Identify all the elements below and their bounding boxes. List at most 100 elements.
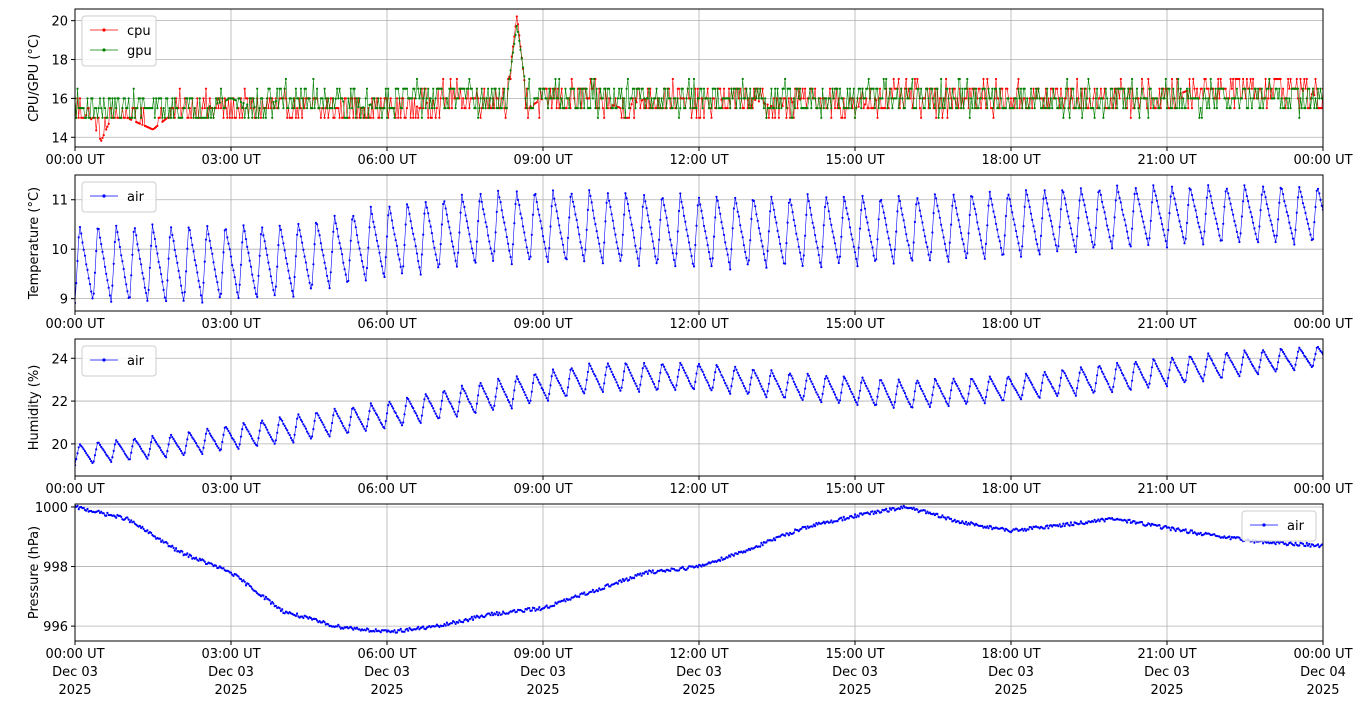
data-point [395,244,399,247]
data-point [338,625,341,628]
data-point [631,229,635,232]
data-point [152,97,155,100]
data-point [967,392,970,395]
x-axis: 00:00 UT 03:00 UT 06:00 UT 09:00 UT 12:00 UT… [45,147,1353,168]
data-point [790,374,793,377]
data-point [646,572,649,576]
data-point [268,268,271,271]
data-point [827,380,830,383]
data-point [358,418,361,421]
data-point [1175,366,1179,369]
data-point [123,452,126,455]
data-point [192,116,195,119]
data-point [156,124,159,127]
data-point [322,254,325,257]
data-point [186,438,189,441]
data-point [468,107,471,110]
data-point [247,116,250,119]
data-point [483,97,486,100]
data-point [176,261,179,264]
data-point [117,97,120,100]
data-point [1103,211,1106,214]
data-point [1305,218,1308,221]
data-point [942,395,945,398]
data-point [504,116,507,119]
data-point [1127,236,1130,240]
data-point [875,511,878,515]
data-point [1270,364,1273,367]
data-point [892,507,895,510]
data-point [1208,190,1211,193]
data-point [937,116,940,119]
data-point [253,106,256,109]
data-point [765,396,768,399]
data-point [580,387,583,390]
x-axis: 00:00 UT 03:00 UT 06:00 UT 09:00 UT 12:00 UT… [45,311,1353,332]
data-point [339,247,342,250]
data-point [694,380,697,383]
data-point [779,535,782,538]
data-point [306,616,309,619]
data-point [509,69,512,72]
data-point [504,228,507,231]
data-point [344,429,347,432]
data-point [628,107,631,110]
data-point [1209,77,1212,81]
data-point [500,209,503,212]
data-point [420,116,423,119]
data-point [1135,363,1139,366]
data-point [344,273,347,276]
data-point [994,87,998,90]
data-point [415,105,419,108]
data-point [306,430,309,433]
data-point [958,77,961,81]
x-tick-label: 03:00 UT [201,317,260,332]
data-point [96,116,99,119]
data-point [937,210,940,213]
data-point [423,212,426,215]
data-point [855,401,858,404]
data-point [218,101,221,104]
data-point [573,205,576,208]
data-point [1306,360,1310,363]
data-point [843,200,847,203]
data-point [363,116,366,119]
data-point [1273,368,1276,371]
data-point [769,107,772,110]
data-point [746,263,749,266]
data-point [177,445,180,449]
data-point [209,116,213,119]
data-point [757,97,761,100]
data-point [1029,381,1033,384]
data-point [336,87,339,90]
data-point [1056,250,1059,253]
data-point [848,226,852,229]
data-point [355,234,359,237]
data-point [850,390,853,393]
data-point [122,267,125,271]
data-point [890,248,893,251]
data-point [393,629,396,632]
data-point [427,87,430,90]
data-point [382,272,385,275]
data-point [729,555,732,558]
data-point [511,243,515,246]
data-point [810,380,813,383]
data-point [427,116,430,119]
data-point [911,259,914,262]
data-point [634,382,637,385]
data-point [989,97,993,100]
data-point [199,294,203,297]
data-point [449,402,452,405]
data-point [278,224,281,227]
data-point [595,378,598,381]
data-point [936,512,939,516]
data-point [1190,107,1194,110]
data-point [332,414,335,417]
data-point [253,442,256,445]
data-point [1158,107,1161,110]
data-point [820,266,823,269]
data-point [605,107,608,110]
data-point [1264,97,1267,100]
data-point [222,567,225,570]
